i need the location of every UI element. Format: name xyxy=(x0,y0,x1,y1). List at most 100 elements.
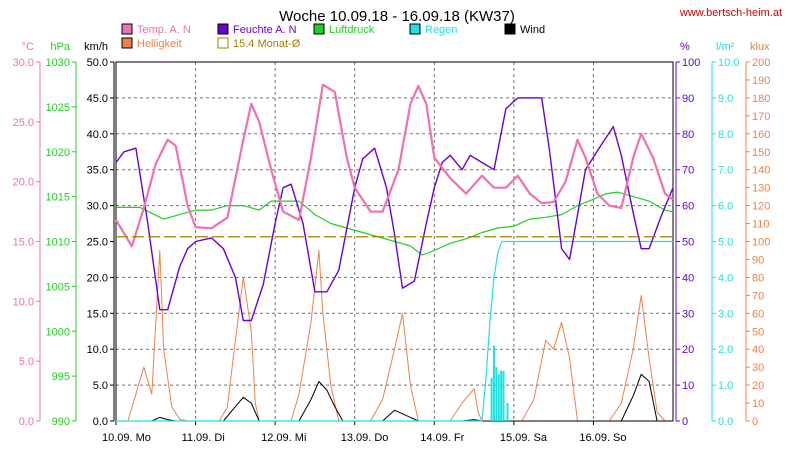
brightness-axis-tick-label: 180 xyxy=(752,93,770,105)
brightness-axis-tick-label: 80 xyxy=(752,272,764,284)
pressure-axis-unit: hPa xyxy=(50,41,70,53)
temp-axis-tick-label: 30.0 xyxy=(13,57,34,69)
wind-axis-tick-label: 20.0 xyxy=(87,272,108,284)
rain-axis-tick-label: 3.0 xyxy=(718,308,733,320)
wind-axis-tick-label: 40.0 xyxy=(87,129,108,141)
x-tick-label: 16.09. So xyxy=(579,432,626,444)
pressure-axis-tick-label: 995 xyxy=(52,371,70,383)
wind-axis-tick-label: 5.0 xyxy=(93,380,108,392)
rain-axis-unit: l/m² xyxy=(716,41,735,53)
legend-label-pres: Luftdruck xyxy=(329,24,375,36)
x-tick-label: 13.09. Do xyxy=(341,432,389,444)
rain-axis-tick-label: 7.0 xyxy=(718,165,733,177)
rain-axis-tick-label: 9.0 xyxy=(718,93,733,105)
rain-axis-tick-label: 6.0 xyxy=(718,201,733,213)
rain-bar xyxy=(502,370,505,421)
humidity-axis-tick-label: 80 xyxy=(682,129,694,141)
rain-axis-tick-label: 1.0 xyxy=(718,380,733,392)
humidity-axis-unit: % xyxy=(680,41,690,53)
pressure-axis-tick-label: 1025 xyxy=(46,102,70,114)
wind-axis-tick-label: 15.0 xyxy=(87,308,108,320)
x-tick-label: 11.09. Di xyxy=(182,432,225,444)
temp-axis-tick-label: 15.0 xyxy=(13,237,34,249)
x-tick-label: 10.09. Mo xyxy=(102,432,151,444)
series-rain xyxy=(116,240,673,422)
legend-label-avg: 15.4 Monat-Ø xyxy=(233,38,301,50)
legend-swatch-temp xyxy=(121,23,133,35)
brightness-axis-tick-label: 20 xyxy=(752,380,764,392)
legend-label-hum: Feuchte A. N xyxy=(233,24,297,36)
wind-axis-tick-label: 45.0 xyxy=(87,93,108,105)
legend-swatch-pres xyxy=(313,23,325,35)
rain-bar xyxy=(492,345,495,421)
rain-bar xyxy=(506,403,509,421)
wind-axis-unit: km/h xyxy=(84,41,108,53)
legend-label-lux: Helligkeit xyxy=(137,38,182,50)
pressure-axis-tick-label: 990 xyxy=(52,416,70,428)
legend-label-wind: Wind xyxy=(520,24,545,36)
humidity-axis-tick-label: 60 xyxy=(682,201,694,213)
temp-axis-tick-label: 25.0 xyxy=(13,117,34,129)
rain-bar xyxy=(495,367,498,421)
brightness-axis-tick-label: 170 xyxy=(752,111,770,123)
series-wind xyxy=(116,373,673,422)
legend: Temp. A. N Feuchte A. N Luftdruck Regen Wind… xyxy=(121,23,545,50)
rain-bar xyxy=(500,370,503,421)
legend-swatch-rain xyxy=(409,23,421,35)
brightness-axis-tick-label: 10 xyxy=(752,398,764,410)
humidity-axis-tick-label: 40 xyxy=(682,272,694,284)
brightness-axis-tick-label: 40 xyxy=(752,344,764,356)
series-pressure xyxy=(116,191,674,256)
brightness-axis-tick-label: 150 xyxy=(752,147,770,159)
humidity-axis-tick-label: 20 xyxy=(682,344,694,356)
source-link[interactable]: www.bertsch-heim.at xyxy=(679,7,782,19)
temp-axis-unit: °C xyxy=(22,41,34,53)
rain-axis-tick-label: 0.0 xyxy=(718,416,733,428)
legend-swatch-wind xyxy=(504,23,516,35)
pressure-axis-tick-label: 1030 xyxy=(46,57,70,69)
series-brightness xyxy=(116,250,673,422)
pressure-axis-tick-label: 1020 xyxy=(46,147,70,159)
rain-axis-tick-label: 5.0 xyxy=(718,237,733,249)
series-temperature xyxy=(115,83,674,248)
wind-axis-tick-label: 30.0 xyxy=(87,201,108,213)
x-tick-label: 12.09. Mi xyxy=(261,432,306,444)
rain-axis-tick-label: 8.0 xyxy=(718,129,733,141)
temp-axis-tick-label: 20.0 xyxy=(13,177,34,189)
brightness-axis-tick-label: 140 xyxy=(752,165,770,177)
brightness-axis-tick-label: 190 xyxy=(752,75,770,87)
axes: 0.05.010.015.020.025.030.0°C990995100010… xyxy=(13,41,771,444)
temp-axis-tick-label: 0.0 xyxy=(19,416,34,428)
brightness-axis-tick-label: 90 xyxy=(752,254,764,266)
x-tick-label: 14.09. Fr xyxy=(420,432,464,444)
series xyxy=(115,83,674,422)
chart-title: Woche 10.09.18 - 16.09.18 (KW37) xyxy=(279,8,515,25)
pressure-axis-tick-label: 1005 xyxy=(46,281,70,293)
wind-axis-tick-label: 0.0 xyxy=(93,416,108,428)
humidity-axis-tick-label: 50 xyxy=(682,237,694,249)
brightness-axis-tick-label: 70 xyxy=(752,290,764,302)
brightness-axis-tick-label: 110 xyxy=(752,219,770,231)
brightness-axis-tick-label: 130 xyxy=(752,183,770,195)
pressure-axis-tick-label: 1015 xyxy=(46,192,70,204)
rain-axis-tick-label: 2.0 xyxy=(718,344,733,356)
legend-swatch-hum xyxy=(217,23,229,35)
rain-axis-tick-label: 10.0 xyxy=(718,57,739,69)
rain-axis-tick-label: 4.0 xyxy=(718,272,733,284)
pressure-axis-tick-label: 1000 xyxy=(46,326,70,338)
rain-bar xyxy=(490,377,493,421)
humidity-axis-tick-label: 70 xyxy=(682,165,694,177)
humidity-axis-tick-label: 10 xyxy=(682,380,694,392)
brightness-axis-tick-label: 0 xyxy=(752,416,758,428)
rain-bar xyxy=(497,374,500,421)
temp-axis-tick-label: 5.0 xyxy=(19,356,34,368)
brightness-axis-tick-label: 30 xyxy=(752,362,764,374)
wind-axis-tick-label: 10.0 xyxy=(87,344,108,356)
pressure-axis-tick-label: 1010 xyxy=(46,237,70,249)
legend-label-temp: Temp. A. N xyxy=(137,24,191,36)
humidity-axis-tick-label: 0 xyxy=(682,416,688,428)
humidity-axis-tick-label: 90 xyxy=(682,93,694,105)
brightness-axis-tick-label: 100 xyxy=(752,237,770,249)
